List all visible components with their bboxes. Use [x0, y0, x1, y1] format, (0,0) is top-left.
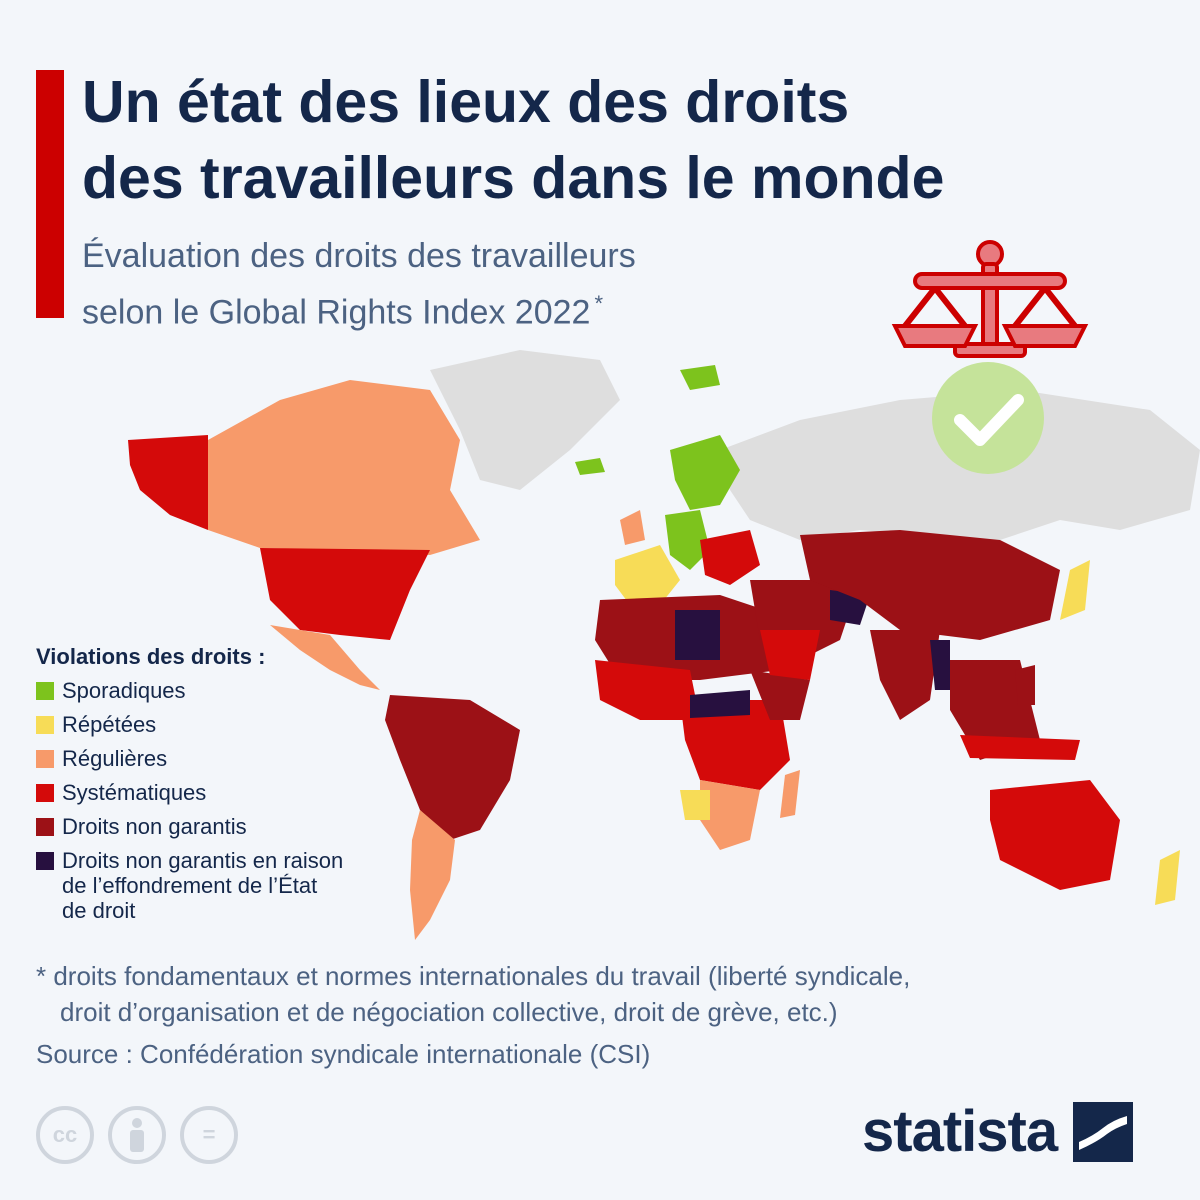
map-usa — [260, 548, 430, 640]
legend-label-line: Régulières — [62, 746, 168, 771]
legend-title: Violations des droits : — [36, 644, 266, 669]
map-namibia — [680, 790, 710, 820]
map-myanmar — [930, 640, 950, 690]
map-south-america-north — [385, 695, 520, 840]
legend-swatch — [36, 852, 54, 870]
no-derivatives-icon[interactable]: = — [180, 1106, 238, 1164]
page-subtitle: Évaluation des droits des travailleurs s… — [82, 232, 842, 336]
map-central-asia — [800, 530, 1060, 640]
footnote: * droits fondamentaux et normes internat… — [36, 958, 1176, 1030]
legend-label: Régulières — [62, 746, 167, 771]
accent-bar — [36, 70, 64, 318]
subtitle-line-1: Évaluation des droits des travailleurs — [82, 237, 636, 275]
statista-logo-text: statista — [862, 1099, 1058, 1164]
map-svalbard — [680, 365, 720, 390]
map-scandinavia — [670, 435, 740, 510]
legend-label-line: Droits non garantis — [62, 814, 247, 839]
map-alaska — [128, 435, 208, 530]
legend-swatch — [36, 784, 54, 802]
map-uk — [620, 510, 645, 545]
subtitle-line-2-text: selon le Global Rights Index 2022 — [82, 293, 591, 332]
map-australia — [990, 780, 1120, 890]
map-horn-africa — [750, 670, 810, 720]
legend-item: Répétées — [36, 712, 416, 737]
legend-swatch — [36, 818, 54, 836]
legend-item: Systématiques — [36, 780, 416, 805]
legend-label: Systématiques — [62, 780, 206, 805]
map-new-zealand — [1155, 850, 1180, 905]
legend-label: Droits non garantis — [62, 814, 247, 839]
legend-items: Sporadiques Répétées Régulières Systématiqu… — [36, 678, 416, 923]
statista-logo[interactable]: statista — [862, 1098, 1134, 1165]
legend-label-line: Droits non garantis en raison — [62, 848, 344, 873]
map-europe-central — [665, 510, 710, 570]
person-icon — [130, 1118, 144, 1152]
legend-item: Régulières — [36, 746, 416, 771]
subtitle-footnote-mark: * — [594, 291, 604, 316]
statista-logo-mark-icon — [1073, 1101, 1134, 1162]
subtitle-line-2: selon le Global Rights Index 2022 * — [82, 280, 842, 336]
attribution-icon[interactable] — [108, 1106, 166, 1164]
legend-label-line: de l’effondrement de l’État — [62, 873, 318, 898]
legend-swatch — [36, 716, 54, 734]
cc-icon[interactable]: cc — [36, 1106, 94, 1164]
map-west-africa — [595, 660, 700, 720]
scales-of-justice-icon — [891, 240, 1089, 358]
map-canada — [208, 380, 480, 555]
world-map — [128, 350, 1200, 940]
map-greenland — [430, 350, 620, 490]
no-derivatives-icon-label: = — [202, 1122, 216, 1147]
legend-label: Droits non garantis en raison de l’effond… — [62, 848, 343, 923]
legend-item: Droits non garantis — [36, 814, 416, 839]
map-madagascar — [780, 770, 800, 818]
map-japan — [1060, 560, 1090, 620]
map-mexico — [270, 625, 380, 690]
map-arabia — [760, 630, 820, 680]
map-india — [870, 630, 940, 720]
title-line-1: Un état des lieux des droits — [82, 69, 850, 135]
legend-swatch — [36, 750, 54, 768]
license-badges: cc = — [36, 1106, 238, 1164]
legend-label: Sporadiques — [62, 678, 186, 703]
legend-swatch — [36, 682, 54, 700]
footnote-line-1: * droits fondamentaux et normes internat… — [36, 961, 911, 991]
map-eastern-europe — [700, 530, 760, 585]
map-philippines — [1015, 665, 1035, 705]
legend-label-line: Répétées — [62, 712, 157, 737]
legend-item: Sporadiques — [36, 678, 416, 703]
legend-label: Répétées — [62, 712, 156, 737]
footnote-line-2: droit d’organisation et de négociation c… — [60, 997, 838, 1027]
map-central-africa — [680, 700, 790, 790]
check-circle-icon — [932, 362, 1044, 474]
legend-label-line: Systématiques — [62, 780, 207, 805]
map-europe-south — [615, 545, 680, 605]
source-text: Source : Confédération syndicale interna… — [36, 1039, 651, 1069]
map-southern-africa — [700, 780, 760, 850]
legend-label-line: de droit — [62, 898, 136, 923]
map-indonesia — [960, 735, 1080, 760]
map-legend: Violations des droits : Sporadiques Répét… — [36, 644, 416, 932]
map-iceland — [575, 458, 605, 475]
title-line-2: des travailleurs dans le monde — [82, 145, 945, 211]
map-sahel — [690, 690, 750, 718]
map-south-america-south — [410, 810, 455, 940]
page-title: Un état des lieux des droits des travail… — [82, 64, 1182, 216]
legend-label-line: Sporadiques — [62, 678, 186, 703]
map-libya — [675, 610, 720, 660]
legend-item: Droits non garantis en raison de l’effond… — [36, 848, 416, 923]
cc-icon-label: cc — [52, 1122, 78, 1147]
